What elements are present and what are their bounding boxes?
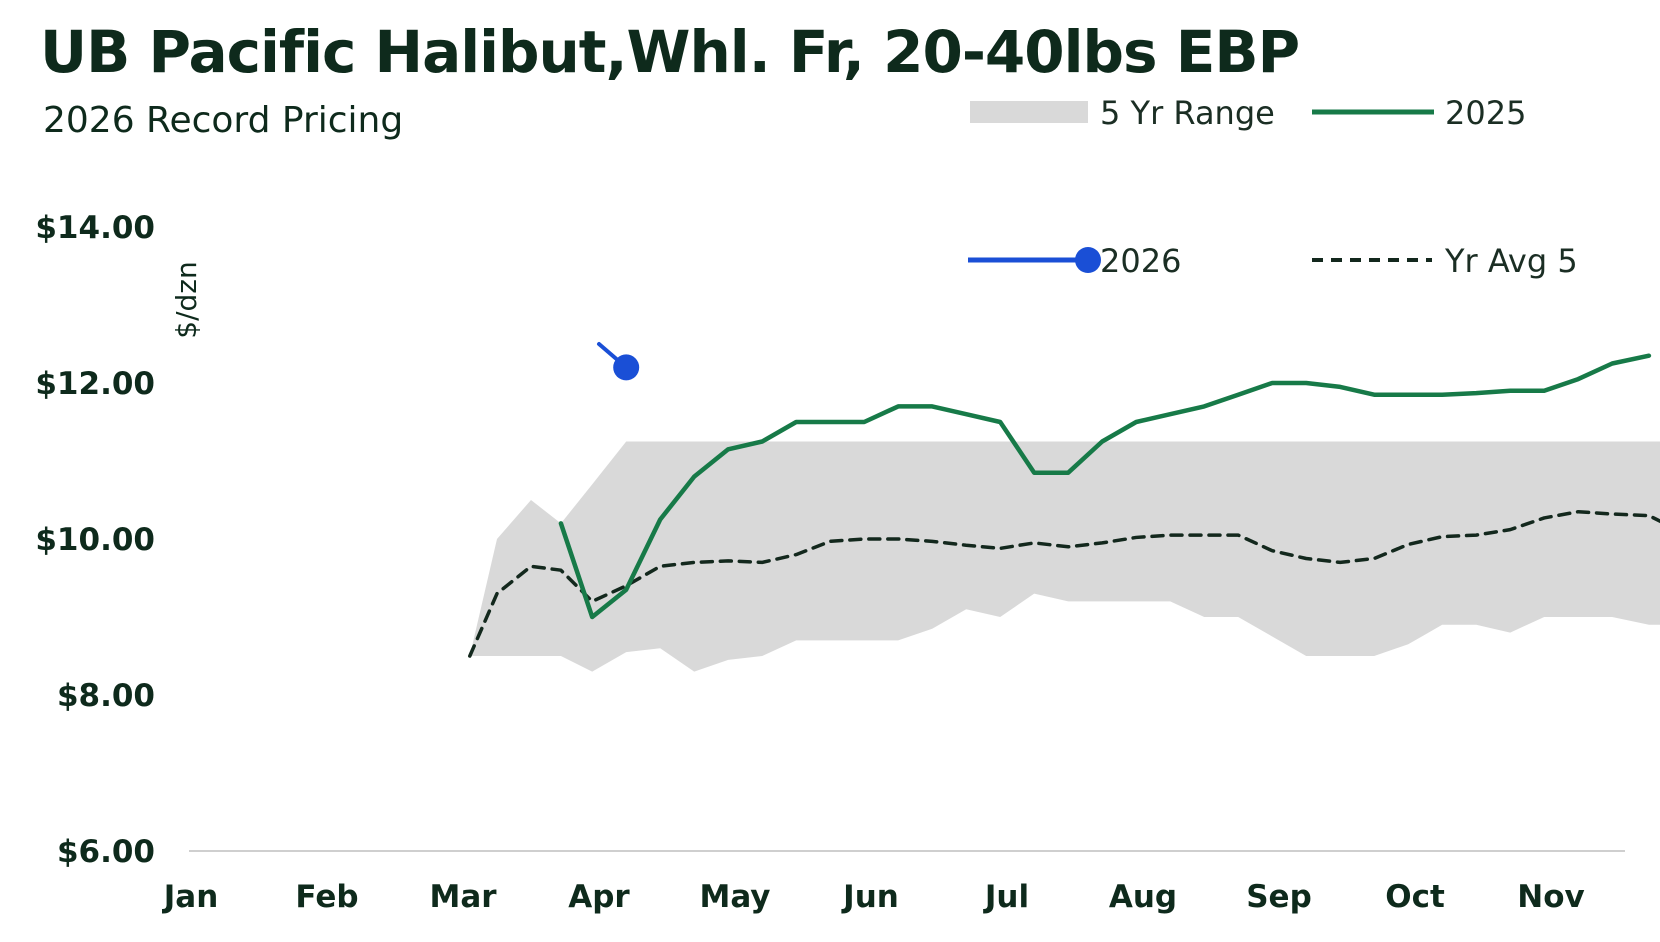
y-axis-label: $/dzn (170, 261, 203, 338)
chart-subtitle: 2026 Record Pricing (43, 100, 404, 141)
x-tick-label: Sep (1246, 879, 1312, 915)
legend-label-2025: 2025 (1445, 94, 1526, 132)
range-band (469, 441, 1660, 672)
x-tick-label: Jun (841, 879, 899, 915)
legend-swatch-range (970, 101, 1088, 123)
x-tick-label: Mar (429, 879, 497, 915)
legend-marker-2026 (1075, 247, 1101, 273)
avg-layer (468, 509, 1660, 658)
series-2026-layer (597, 342, 640, 381)
legend: 5 Yr Range 2025 2026 Yr Avg 5 (968, 94, 1578, 280)
y-ticks: $14.00 $12.00 $10.00 $8.00 $6.00 (35, 210, 155, 870)
y-tick-label: $14.00 (35, 210, 155, 246)
x-tick-label: Apr (568, 879, 630, 915)
series-2026-point (613, 354, 640, 381)
x-ticks: Jan Feb Mar Apr May Jun Jul Aug Sep Oct Nov (162, 879, 1585, 915)
y-tick-label: $12.00 (35, 366, 155, 402)
x-tick-label: Nov (1517, 879, 1584, 915)
x-tick-label: Aug (1109, 879, 1177, 915)
series-2025-layer (558, 353, 1652, 620)
legend-label-range: 5 Yr Range (1100, 94, 1275, 132)
series-2025-line (558, 353, 1652, 620)
x-tick-label: Feb (295, 879, 358, 915)
legend-label-2026: 2026 (1100, 242, 1181, 280)
x-tick-label: Jul (983, 879, 1029, 915)
y-tick-label: $10.00 (35, 522, 155, 558)
x-tick-label: Jan (162, 879, 219, 915)
chart-title: UB Pacific Halibut,Whl. Fr, 20-40lbs EBP (40, 18, 1300, 86)
range-layer (469, 441, 1660, 672)
y-tick-label: $6.00 (57, 834, 155, 870)
x-tick-label: May (699, 879, 770, 915)
y-tick-label: $8.00 (57, 678, 155, 714)
x-tick-label: Oct (1385, 879, 1445, 915)
legend-label-avg: Yr Avg 5 (1444, 242, 1578, 280)
series-avg-line (468, 509, 1660, 658)
